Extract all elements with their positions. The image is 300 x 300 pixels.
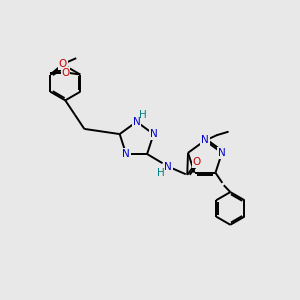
Text: N: N: [133, 117, 140, 127]
Text: O: O: [193, 157, 201, 167]
Text: H: H: [157, 168, 164, 178]
Text: O: O: [59, 59, 67, 69]
Text: N: N: [164, 161, 172, 172]
Text: N: N: [122, 149, 130, 159]
Text: N: N: [218, 148, 226, 158]
Text: N: N: [150, 129, 158, 139]
Text: H: H: [139, 110, 147, 120]
Text: N: N: [201, 136, 209, 146]
Text: O: O: [61, 68, 70, 78]
